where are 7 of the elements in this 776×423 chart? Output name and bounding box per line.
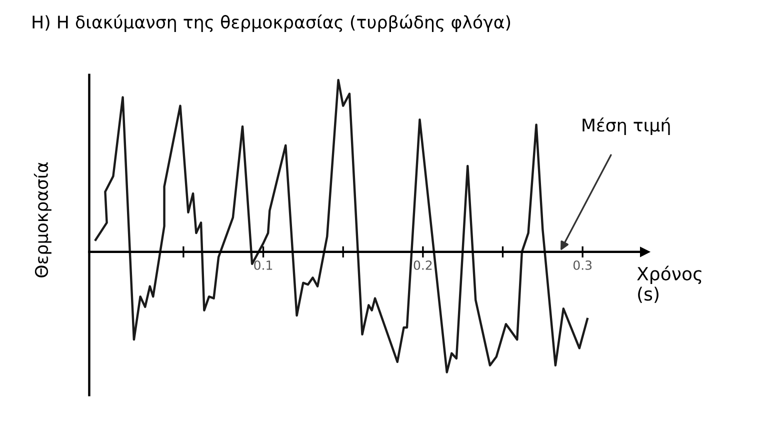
x-tick-label: 0.3	[573, 260, 592, 270]
x-axis-title: Χρόνος (s)	[637, 266, 702, 303]
annotation: Μέση τιμή	[582, 118, 670, 136]
chart-title: Η) Η διακύμανση της θερμοκρασίας (τυρβώδης φλόγα)	[32, 14, 510, 32]
x-tick-label: 0.1	[254, 260, 272, 270]
x-tick-label: 0.2	[414, 260, 432, 270]
y-axis-title: Θερμοκρασία	[34, 162, 52, 278]
